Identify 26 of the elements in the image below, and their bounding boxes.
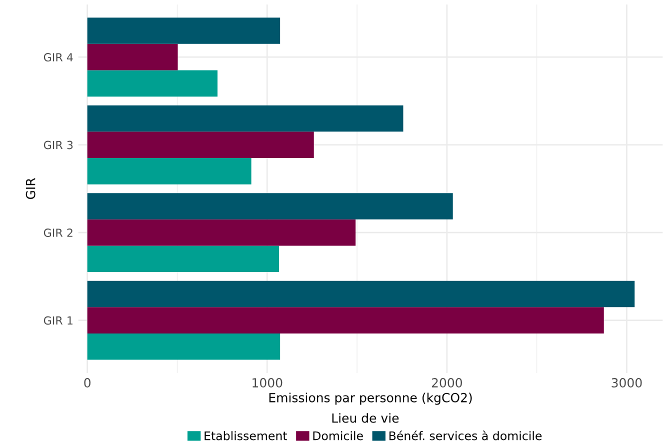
bar xyxy=(87,70,218,97)
bar xyxy=(87,105,404,132)
legend-label: Etablissement xyxy=(204,431,288,440)
bar xyxy=(87,132,314,158)
y-tick-label: GIR 4 xyxy=(44,53,73,62)
bar xyxy=(87,193,453,220)
y-tick-label: GIR 2 xyxy=(44,228,72,237)
x-axis-title: Emissions par personne (kgCO2) xyxy=(269,392,472,405)
bar xyxy=(87,44,178,70)
x-tick-label: 2000 xyxy=(432,378,462,388)
bar xyxy=(87,280,635,308)
y-tick-label: GIR 1 xyxy=(44,316,72,325)
x-tick-label: 1000 xyxy=(252,378,282,388)
bar xyxy=(87,158,252,184)
bar xyxy=(87,219,356,246)
bar xyxy=(87,18,280,44)
legend-label: Domicile xyxy=(313,431,363,440)
y-axis-title: GIR xyxy=(26,178,36,200)
x-tick-label: 0 xyxy=(84,378,90,388)
legend-label: Bénéf. services à domicile xyxy=(389,430,542,440)
legend-title: Lieu de vie xyxy=(332,413,399,423)
x-tick-label: 3000 xyxy=(612,378,642,388)
bar xyxy=(87,333,280,360)
bar xyxy=(87,246,279,272)
y-tick-label: GIR 3 xyxy=(44,140,73,150)
bar xyxy=(87,307,604,334)
